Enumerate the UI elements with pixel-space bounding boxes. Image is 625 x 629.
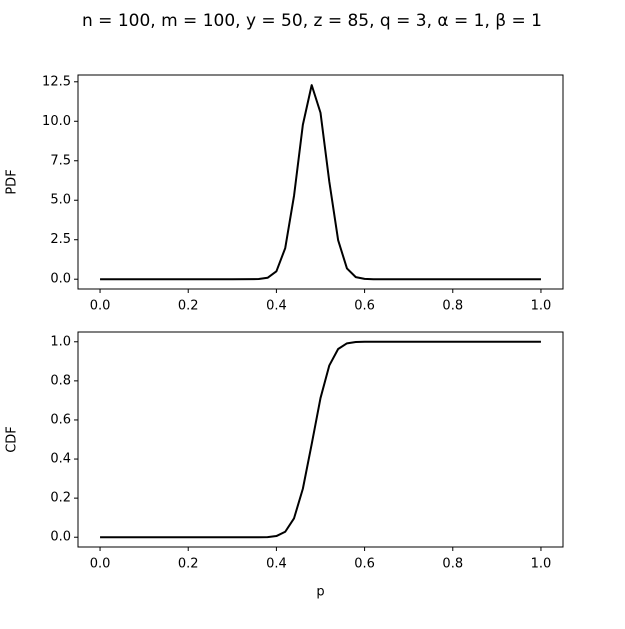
data-line [100,84,541,281]
x-tick-label: 0.8 [442,299,463,314]
figure-title: n = 100, m = 100, y = 50, z = 85, q = 3,… [82,11,542,31]
y-tick-label: 0.2 [50,491,71,506]
x-tick-label: 1.0 [531,557,552,572]
x-tick-label: 0.2 [178,557,199,572]
x-tick-label: 0.6 [354,299,375,314]
y-tick-label: 0.4 [50,452,71,467]
x-axis-label: p [316,585,324,600]
y-tick-label: 12.5 [42,74,71,89]
x-tick-label: 1.0 [531,299,552,314]
y-tick-label: 0.0 [50,272,71,287]
x-tick-label: 0.0 [90,299,111,314]
y-axis-label: CDF [5,426,20,453]
x-tick-label: 0.4 [266,557,287,572]
x-tick-label: 0.8 [442,557,463,572]
y-tick-label: 2.5 [50,232,71,247]
y-tick-label: 0.0 [50,530,71,545]
x-tick-label: 0.0 [90,557,111,572]
y-tick-label: 5.0 [50,193,71,208]
y-tick-label: 7.5 [50,153,71,168]
y-tick-label: 1.0 [50,334,71,349]
data-line [100,340,541,539]
x-tick-label: 0.2 [178,299,199,314]
y-axis-label: PDF [5,169,20,194]
y-tick-label: 10.0 [42,114,71,129]
x-tick-label: 0.4 [266,299,287,314]
x-tick-label: 0.6 [354,557,375,572]
y-tick-label: 0.6 [50,412,71,427]
axes-frame [77,74,564,290]
axes-frame [77,331,564,548]
y-tick-label: 0.8 [50,373,71,388]
